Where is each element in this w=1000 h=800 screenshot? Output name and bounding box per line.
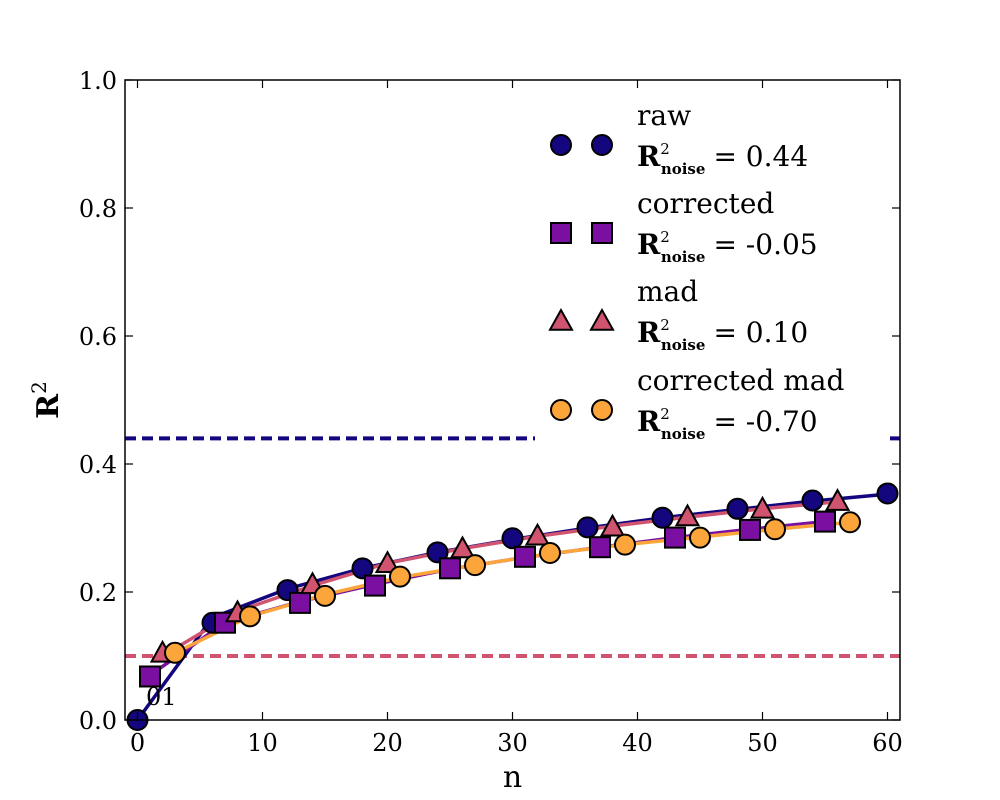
point-raw (576, 516, 599, 539)
plot-area: 01 (125, 436, 900, 731)
point-corrected (364, 574, 386, 597)
legend-noise-superscript: 2 (660, 405, 670, 423)
y-tick-label: 1.0 (79, 67, 117, 95)
y-tick-label: 0.6 (79, 323, 117, 351)
x-axis-label: n (503, 760, 522, 795)
legend-noise-symbol: R (637, 140, 661, 173)
fit-line-mad (160, 500, 840, 658)
legend-noise-value: = 0.10 (713, 316, 808, 349)
point-mad (524, 522, 551, 546)
point-corrected-mad (164, 641, 186, 664)
x-tick-label: 40 (622, 729, 653, 757)
legend-noise-subscript: noise (661, 160, 706, 178)
point-corrected (439, 557, 461, 580)
legend-marker-corrected-mad (591, 399, 613, 421)
legend-noise-subscript: noise (661, 336, 706, 354)
legend-noise-value: = 0.44 (713, 140, 808, 173)
axes: 0 10 20 30 40 50 600.00.20.40.60.81.0 (79, 67, 903, 757)
x-tick-label: 10 (247, 729, 278, 757)
fit-line-corrected-mad (173, 520, 852, 655)
point-mad (599, 513, 626, 537)
point-corrected-mad (314, 584, 336, 607)
point-raw (801, 489, 824, 512)
legend-noise-mad: R2 noise = 0.10 (637, 316, 808, 354)
x-tick-label: 0 (130, 729, 145, 757)
point-corrected-mad (764, 518, 786, 541)
point-raw (351, 557, 374, 580)
legend-noise-subscript: noise (661, 425, 706, 443)
legend-noise-value: = -0.70 (713, 405, 817, 438)
legend-entry-corrected-mad: corrected mad R2 noise = -0.70 (550, 364, 844, 443)
legend-noise-raw: R2 noise = 0.44 (637, 140, 808, 178)
x-tick-label: 20 (372, 729, 403, 757)
y-axis-label-superscript: 2 (27, 381, 51, 394)
legend-marker-mad (548, 307, 574, 331)
y-tick-label: 0.0 (79, 707, 117, 735)
point-corrected (814, 510, 836, 533)
point-raw (651, 506, 674, 529)
legend-noise-value: = -0.05 (713, 228, 817, 261)
point-corrected (514, 545, 536, 568)
y-tick-label: 0.8 (79, 195, 117, 223)
series-group (125, 436, 900, 720)
legend-noise-corrected: R2 noise = -0.05 (637, 228, 818, 266)
x-tick-label: 60 (872, 729, 903, 757)
point-mad (374, 550, 401, 573)
legend-name-mad: mad (637, 275, 698, 308)
x-tick-label: 50 (747, 729, 778, 757)
legend-noise-subscript: noise (661, 248, 706, 266)
legend-noise-superscript: 2 (660, 140, 670, 158)
y-axis-label-base: R (31, 393, 66, 419)
legend-noise-superscript: 2 (660, 228, 670, 246)
point-corrected (589, 536, 611, 559)
legend-noise-corrected-mad: R2 noise = -0.70 (637, 405, 818, 443)
point-corrected-mad (539, 541, 561, 564)
legend-noise-superscript: 2 (660, 316, 670, 334)
legend-marker-mad (589, 307, 615, 331)
point-corrected-mad (389, 565, 411, 588)
point-raw (726, 497, 749, 520)
legend-entry-corrected: corrected R2 noise = -0.05 (550, 187, 818, 266)
point-raw (501, 527, 524, 550)
point-mad (674, 503, 701, 527)
point-corrected-mad (839, 511, 861, 534)
legend-name-raw: raw (637, 99, 691, 132)
legend-name-corrected: corrected (637, 187, 774, 220)
legend-name-corrected-mad: corrected mad (637, 364, 844, 397)
point-corrected (289, 591, 311, 614)
point-raw (876, 482, 899, 505)
point-mad (749, 495, 776, 519)
legend-marker-raw (550, 134, 572, 156)
legend-noise-symbol: R (637, 316, 661, 349)
y-tick-label: 0.4 (79, 451, 117, 479)
point-corrected (664, 526, 686, 549)
markers-group (126, 482, 899, 731)
legend-entry-mad: mad R2 noise = 0.10 (548, 275, 808, 354)
point-corrected-mad (239, 605, 261, 628)
point-mad (824, 488, 851, 511)
legend-marker-corrected-mad (550, 399, 572, 421)
legend-noise-symbol: R (637, 228, 661, 261)
legend-marker-corrected (591, 222, 613, 244)
legend-marker-raw (591, 134, 613, 156)
point-corrected-mad (614, 533, 636, 556)
legend-entry-raw: raw R2 noise = 0.44 (550, 99, 808, 178)
point-corrected (139, 665, 161, 688)
point-corrected-mad (689, 526, 711, 549)
x-tick-label: 30 (497, 729, 528, 757)
legend-marker-corrected (550, 222, 572, 244)
point-corrected-mad (464, 554, 486, 577)
y-axis-label: R2 (27, 381, 66, 419)
point-mad (449, 535, 476, 559)
y-tick-label: 0.2 (79, 579, 117, 607)
legend-noise-symbol: R (637, 405, 661, 438)
point-corrected (739, 518, 761, 541)
annotation-label: 01 (146, 683, 177, 711)
